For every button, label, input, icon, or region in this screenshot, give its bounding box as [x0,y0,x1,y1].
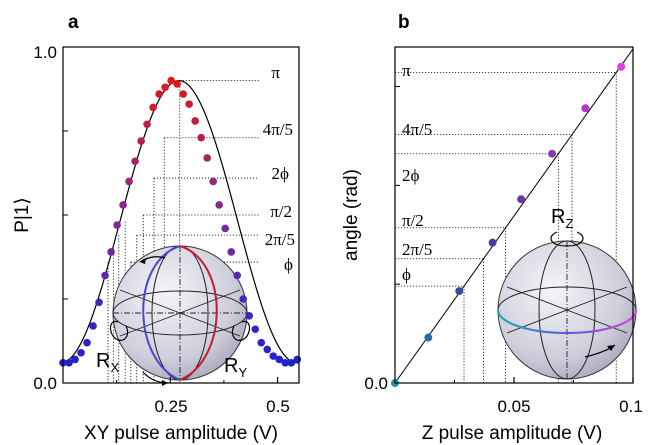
data-point-a [185,100,193,108]
data-point-a [173,80,181,88]
panel-b-ticks [395,86,634,383]
rz-rotation-icon [550,231,584,247]
annot-a-4pi5: 4π/5 [263,120,293,139]
ytick-a-0: 0.0 [33,374,57,393]
data-point-a [269,352,278,360]
panel-b: b RZ 0.0 0.05 0.1 Z pulse amplitude (V) … [341,12,643,444]
data-point-a [131,157,139,166]
panel-a-angle-annotations: π 4π/5 2ϕ π/2 2π/5 ϕ [263,63,295,274]
data-point-a [209,177,217,186]
annot-a-pi2: π/2 [270,202,292,221]
data-point-a [83,338,91,347]
data-point-a [89,322,97,330]
data-point-a [227,248,236,256]
annot-b-2phi: 2ϕ [402,166,420,185]
linear-fit-line [394,48,634,384]
panel-b-angle-annotations: π 4π/5 2ϕ π/2 2π/5 ϕ [402,61,432,284]
annot-b-pi: π [402,61,411,80]
arrow-equator-head [607,345,615,351]
data-point-a [71,355,79,364]
data-point-a [215,201,223,209]
panel-b-label: b [398,12,410,33]
data-point-a [161,83,169,92]
cosine-fit-curve [62,79,300,364]
data-point-a [251,325,260,334]
annot-a-2phi: 2ϕ [272,164,290,183]
panel-a: a RX RY [12,12,302,444]
data-point-a [221,224,229,233]
bloch-sphere-z-inset: RZ [496,206,638,380]
ylabel-b: angle (rad) [341,169,362,261]
data-point-a [65,359,73,367]
data-point-a [113,221,121,229]
annot-a-pi: π [271,63,280,82]
data-point-b [424,333,433,342]
xlabel-b: Z pulse amplitude (V) [422,423,603,444]
arrow-top-head [140,258,146,264]
xtick-a-025: 0.25 [154,397,187,416]
data-point-b [517,195,526,204]
data-point-a [155,90,163,98]
rz-equator-path [496,309,638,335]
data-point-a [257,338,266,347]
data-point-b [488,238,497,247]
data-point-a [203,154,211,162]
data-point-a [293,355,302,364]
data-point-a [119,201,127,209]
rz-label: RZ [551,206,573,231]
data-point-a [281,359,290,367]
data-point-b [581,104,590,113]
annot-b-phi: ϕ [402,265,411,284]
panel-a-label: a [68,12,79,33]
annot-a-phi: ϕ [284,255,293,274]
ry-path-red [179,245,218,381]
panel-a-data-points [59,76,302,367]
annot-a-2pi5: 2π/5 [265,230,295,249]
data-point-a [101,271,109,280]
data-point-a [125,177,133,186]
data-point-a [191,117,199,125]
rx-path-blue [142,245,181,381]
annot-b-4pi5: 4π/5 [402,120,432,139]
data-point-a [287,359,296,367]
data-point-a [275,355,284,364]
xtick-b-01: 0.1 [619,397,643,416]
data-point-a [137,137,145,145]
data-point-a [167,76,175,85]
data-point-a [107,248,115,256]
rx-label: RX [96,350,119,375]
data-point-b [617,62,626,71]
rx-rotation-icon [109,320,129,341]
data-point-a [95,298,103,307]
bloch-sphere-xy-inset: RX RY [96,245,251,386]
data-point-a [233,271,242,280]
data-point-a [239,295,248,303]
ry-label: RY [224,355,247,380]
data-point-a [179,90,187,98]
annot-b-2pi5: 2π/5 [402,240,432,259]
data-point-a [143,120,151,129]
xtick-b-005: 0.05 [497,397,530,416]
data-point-a [77,348,85,357]
data-point-a [263,345,272,354]
ytick-a-1: 1.0 [33,43,57,62]
data-point-a [245,312,254,320]
data-point-a [197,133,205,142]
data-point-a [149,103,157,112]
panel-b-data-points [391,62,626,387]
annot-b-pi2: π/2 [402,211,424,230]
ylabel-a: P|1⟩ [12,197,33,233]
xlabel-a: XY pulse amplitude (V) [84,423,278,444]
panel-a-ticks [63,130,279,383]
ytick-b-0: 0.0 [364,374,388,393]
data-point-b [455,287,464,296]
data-point-b [548,149,557,158]
ry-rotation-icon [231,320,251,341]
xtick-a-05: 0.5 [266,397,290,416]
